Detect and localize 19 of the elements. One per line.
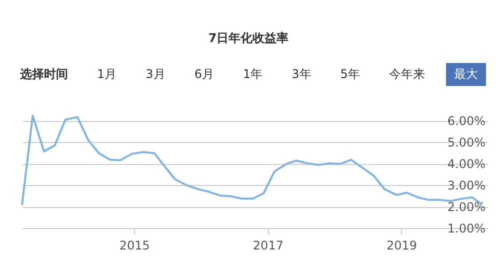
y-tick-label: 5.00%	[447, 136, 486, 150]
y-tick-label: 3.00%	[447, 178, 486, 193]
text: 5年	[339, 66, 361, 83]
x-tick-label: 2015	[119, 238, 150, 252]
text: 3年	[290, 66, 312, 83]
y-tick-label: 2.00%	[447, 200, 486, 214]
x-tick-label: 2017	[252, 238, 284, 252]
chart-title: 7日年化收益率	[207, 30, 290, 47]
y-tick-label: 1.00%	[447, 222, 486, 236]
y-tick-label: 6.00%	[447, 114, 486, 128]
text: 今年来	[388, 66, 426, 83]
y-tick-label: 4.00%	[447, 157, 486, 172]
text: 3月	[144, 66, 166, 83]
text: 最大	[446, 63, 486, 86]
text: 6月	[193, 66, 215, 83]
text: 1月	[96, 66, 118, 83]
x-tick-label: 2019	[386, 238, 417, 252]
text: 选择时间	[19, 66, 69, 83]
text: 1年	[242, 66, 264, 83]
